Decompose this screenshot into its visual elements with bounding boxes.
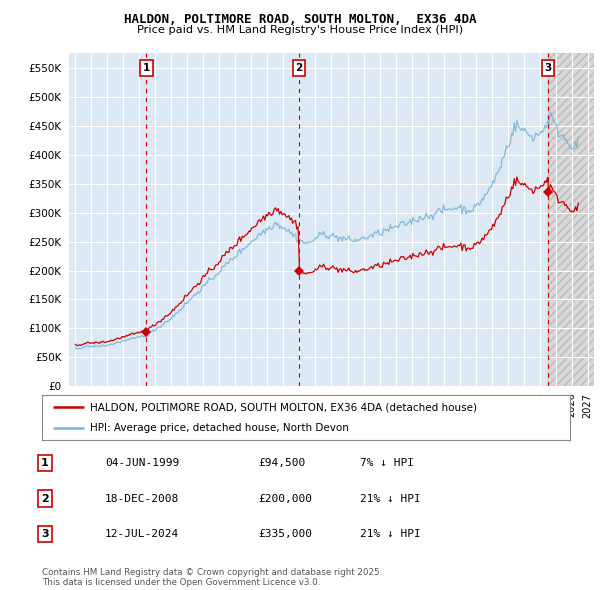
- Text: Price paid vs. HM Land Registry's House Price Index (HPI): Price paid vs. HM Land Registry's House …: [137, 25, 463, 35]
- Text: 2: 2: [41, 494, 49, 503]
- Text: 12-JUL-2024: 12-JUL-2024: [105, 529, 179, 539]
- Bar: [548, 53, 594, 386]
- Text: 21% ↓ HPI: 21% ↓ HPI: [360, 529, 421, 539]
- Bar: [146, 53, 299, 386]
- Text: 7% ↓ HPI: 7% ↓ HPI: [360, 458, 414, 468]
- Text: 18-DEC-2008: 18-DEC-2008: [105, 494, 179, 503]
- Text: 2: 2: [295, 63, 302, 73]
- Bar: [69, 53, 146, 386]
- Text: 3: 3: [41, 529, 49, 539]
- Text: 3: 3: [544, 63, 551, 73]
- Text: Contains HM Land Registry data © Crown copyright and database right 2025.
This d: Contains HM Land Registry data © Crown c…: [42, 568, 382, 587]
- Text: 04-JUN-1999: 04-JUN-1999: [105, 458, 179, 468]
- Text: 21% ↓ HPI: 21% ↓ HPI: [360, 494, 421, 503]
- Text: HPI: Average price, detached house, North Devon: HPI: Average price, detached house, Nort…: [89, 422, 349, 432]
- Text: 1: 1: [41, 458, 49, 468]
- Text: HALDON, POLTIMORE ROAD, SOUTH MOLTON,  EX36 4DA: HALDON, POLTIMORE ROAD, SOUTH MOLTON, EX…: [124, 13, 476, 26]
- Bar: [299, 53, 548, 386]
- Text: £200,000: £200,000: [258, 494, 312, 503]
- Text: HALDON, POLTIMORE ROAD, SOUTH MOLTON, EX36 4DA (detached house): HALDON, POLTIMORE ROAD, SOUTH MOLTON, EX…: [89, 402, 476, 412]
- Text: £335,000: £335,000: [258, 529, 312, 539]
- Bar: [548, 53, 594, 386]
- Text: 1: 1: [143, 63, 150, 73]
- Text: £94,500: £94,500: [258, 458, 305, 468]
